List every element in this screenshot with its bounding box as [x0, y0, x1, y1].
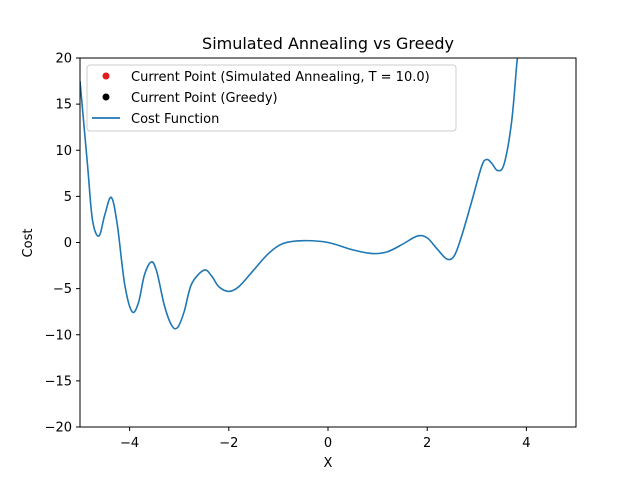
legend-label-greedy: Current Point (Greedy) [131, 91, 278, 106]
y-axis-label: Cost [21, 229, 36, 258]
legend-label-simulated-annealing: Current Point (Simulated Annealing, T = … [131, 70, 430, 85]
y-tick-label: 20 [55, 52, 72, 67]
x-tick-label: 2 [423, 436, 431, 451]
y-tick-label: −10 [45, 328, 72, 343]
x-axis: −4 −2 0 2 4 [120, 427, 531, 451]
x-tick-label: 4 [522, 436, 530, 451]
y-tick-label: −20 [45, 421, 72, 436]
legend-marker-greedy [102, 93, 110, 101]
legend-box [86, 64, 457, 132]
y-tick-label: −5 [53, 282, 72, 297]
x-tick-label: −4 [120, 436, 139, 451]
y-tick-label: 15 [55, 98, 72, 113]
series-line-cost-function [80, 58, 519, 330]
x-tick-label: −2 [219, 436, 238, 451]
x-axis-label: X [324, 456, 333, 471]
chart-title: Simulated Annealing vs Greedy [202, 34, 454, 53]
legend-label-cost-function: Cost Function [131, 112, 219, 127]
legend: Current Point (Simulated Annealing, T = … [86, 64, 457, 132]
series-layer [80, 58, 519, 330]
y-tick-label: 5 [64, 190, 72, 205]
y-tick-label: 0 [64, 236, 72, 251]
legend-marker-simulated-annealing [102, 72, 110, 80]
y-tick-label: −15 [45, 374, 72, 389]
x-tick-label: 0 [324, 436, 332, 451]
y-axis: −20 −15 −10 −5 0 5 10 15 20 [45, 52, 80, 436]
y-tick-label: 10 [55, 144, 72, 159]
